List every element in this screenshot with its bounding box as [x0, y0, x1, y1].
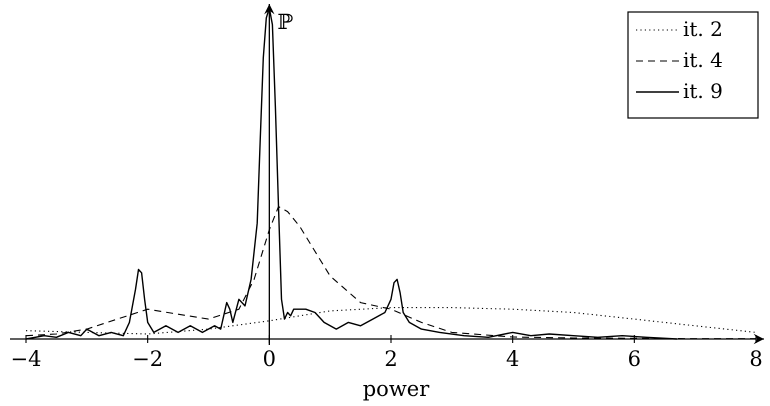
x-tick-label: −4 [11, 347, 42, 371]
legend: it. 2 it. 4 it. 9 [627, 11, 759, 119]
x-tick-label: 2 [384, 347, 397, 371]
series-line-1 [25, 307, 757, 335]
x-axis-ticks: −4 −2 0 2 4 6 8 [11, 335, 763, 371]
legend-label-2: it. 4 [683, 48, 723, 72]
y-axis-label: ℙ [277, 10, 293, 34]
series-line-2 [25, 206, 756, 340]
series-layer [25, 7, 757, 340]
series-line-3 [25, 7, 677, 340]
x-tick-label: 4 [506, 347, 519, 371]
x-tick-label: 8 [749, 347, 762, 371]
x-tick-label: 6 [628, 347, 641, 371]
legend-label-1: it. 2 [683, 17, 723, 41]
x-tick-label: 0 [263, 347, 276, 371]
legend-box [627, 11, 759, 119]
x-tick-label: −2 [132, 347, 163, 371]
x-axis-title: power [363, 377, 430, 401]
legend-label-3: it. 9 [683, 79, 723, 103]
